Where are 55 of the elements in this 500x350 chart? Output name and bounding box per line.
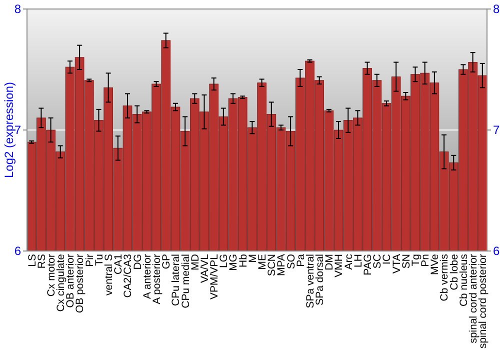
x-tick-label: SC — [372, 254, 384, 269]
y-tick-label: 8 — [14, 2, 22, 16]
x-tick-label: LS — [26, 254, 38, 267]
x-tick-label: A anterior — [141, 254, 154, 299]
x-tick-label: OB anterior — [64, 254, 77, 308]
x-tick-label: VMH — [333, 254, 346, 278]
y-axis-title: Log2 (expression) — [2, 82, 16, 178]
x-tick-label: CA2/CA3 — [122, 254, 134, 298]
x-tick-label: A posterior — [150, 254, 163, 304]
x-tick-label: Hb — [237, 254, 250, 268]
x-tick-label: Pir — [84, 254, 96, 267]
x-tick-label: RS — [36, 254, 48, 269]
x-tick-label: GP — [160, 254, 173, 270]
x-tick-label: VA/VL — [198, 254, 211, 283]
x-tick-label: Cb vermis — [438, 254, 451, 302]
x-tick-label: Arc — [342, 254, 355, 270]
x-tick-label: MD — [189, 254, 202, 270]
x-tick-label: Cx cingulate — [55, 254, 68, 312]
x-tick-label: SO — [285, 254, 298, 270]
x-tick-label: M — [246, 254, 259, 263]
x-tick-label: Pa — [294, 254, 307, 267]
x-tick-label: spinal cord anterior — [467, 253, 480, 344]
y-tick-label: 6 — [14, 244, 22, 258]
x-tick-label: DG — [132, 254, 144, 270]
x-tick-label: VTA — [390, 254, 403, 274]
x-tick-label: MPA — [276, 254, 288, 276]
x-tick-label: Cb nucleus — [458, 254, 470, 307]
x-tick-label: MVe — [429, 254, 442, 276]
x-tick-label: ventral S — [103, 254, 116, 296]
x-tick-label: VPM/VPL — [208, 254, 221, 300]
x-tick-label: MG — [228, 254, 240, 271]
x-tick-label: OB posterior — [74, 254, 86, 313]
x-tick-label: CPu lateral — [170, 254, 182, 306]
y2-tick-label: 6 — [493, 244, 500, 258]
x-tick-label: SPa ventral — [304, 254, 316, 308]
x-tick-label: ME — [256, 254, 268, 270]
x-tick-label: SN — [400, 254, 412, 269]
x-tick-label: Cb lobe — [448, 254, 460, 290]
x-tick-label: DM — [324, 254, 336, 270]
x-tick-label: IC — [381, 254, 394, 264]
x-tick-label: CPu medial — [180, 254, 192, 308]
x-tick-label: Pn — [420, 254, 432, 267]
x-tick-label: LG — [218, 254, 230, 268]
x-tick-label: Tu — [93, 254, 106, 266]
x-tick-label: SCN — [266, 254, 278, 276]
x-tick-label: CA1 — [112, 254, 125, 274]
y-tick-label: 7 — [14, 123, 22, 138]
x-tick-label: LH — [352, 254, 364, 268]
y2-tick-label: 7 — [493, 123, 500, 138]
x-tick-label: spinal cord posterior — [477, 253, 490, 349]
y2-tick-label: 8 — [493, 2, 500, 16]
x-tick-label: PAG — [362, 254, 374, 276]
x-tick-label: SPa dorsal — [314, 254, 326, 306]
x-tick-label: Tg — [410, 254, 422, 266]
x-tick-label: Cx motor — [45, 254, 58, 297]
